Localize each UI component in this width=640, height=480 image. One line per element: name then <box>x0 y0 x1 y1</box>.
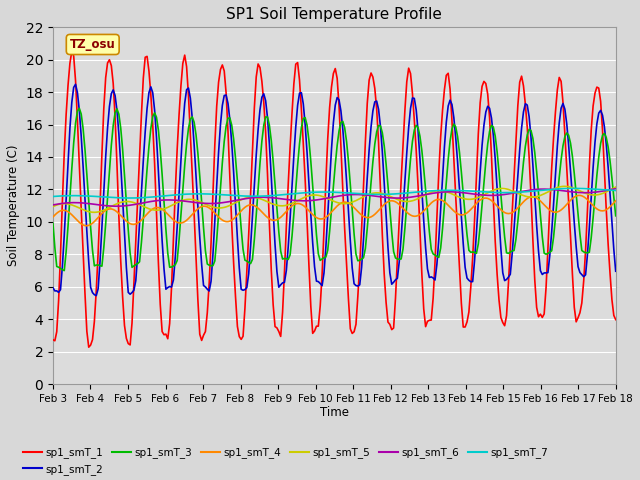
Y-axis label: Soil Temperature (C): Soil Temperature (C) <box>7 145 20 266</box>
Title: SP1 Soil Temperature Profile: SP1 Soil Temperature Profile <box>227 7 442 22</box>
Text: TZ_osu: TZ_osu <box>70 38 116 51</box>
X-axis label: Time: Time <box>320 407 349 420</box>
Legend: sp1_smT_1, sp1_smT_2, sp1_smT_3, sp1_smT_4, sp1_smT_5, sp1_smT_6, sp1_smT_7: sp1_smT_1, sp1_smT_2, sp1_smT_3, sp1_smT… <box>19 444 553 479</box>
